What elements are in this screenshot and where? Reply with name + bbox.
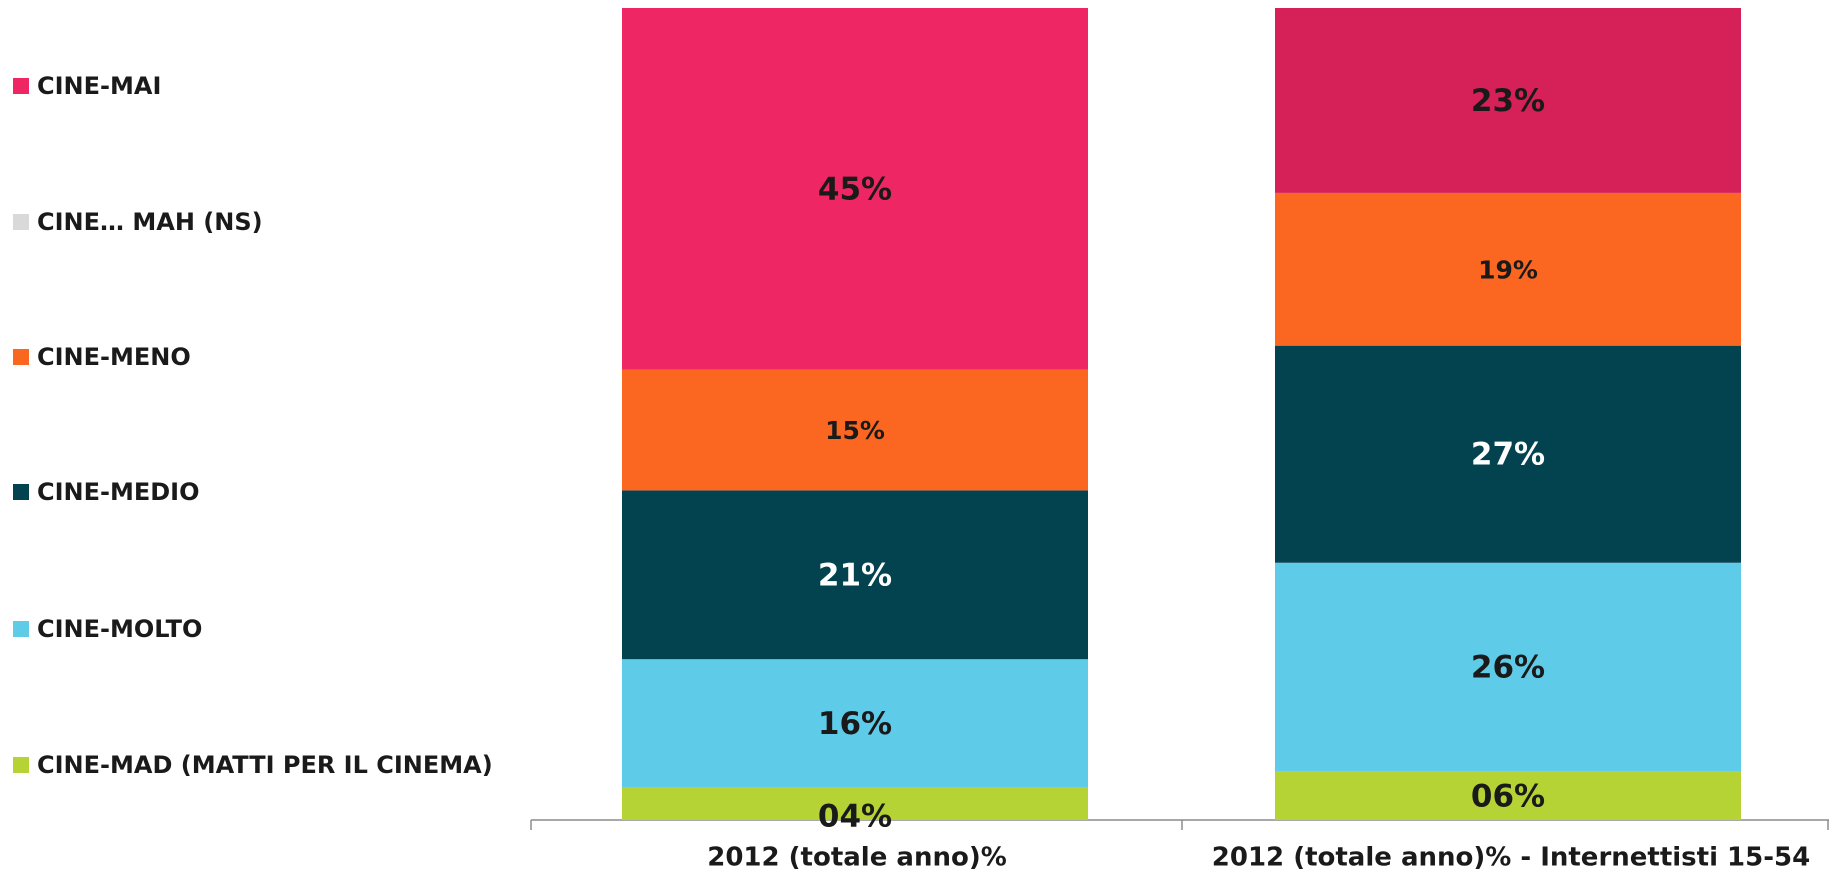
data-label: 23% bbox=[1471, 83, 1545, 119]
legend-swatch bbox=[13, 78, 29, 94]
bar-segment bbox=[622, 369, 1088, 491]
data-label: 19% bbox=[1478, 255, 1538, 284]
legend-label: CINE… MAH (NS) bbox=[37, 208, 263, 236]
legend-swatch bbox=[13, 484, 29, 500]
data-label: 06% bbox=[1471, 778, 1545, 814]
legend-swatch bbox=[13, 349, 29, 365]
legend-swatch bbox=[13, 214, 29, 230]
data-label: 45% bbox=[818, 171, 892, 207]
legend-label: CINE-MOLTO bbox=[37, 615, 202, 643]
data-label: 15% bbox=[825, 416, 885, 445]
legend-swatch bbox=[13, 621, 29, 637]
bar-segment bbox=[622, 787, 1088, 820]
legend-swatch bbox=[13, 757, 29, 773]
bar-segment bbox=[1275, 771, 1741, 820]
bar-segment bbox=[1275, 8, 1741, 193]
bar-segment bbox=[622, 490, 1088, 660]
legend-label: CINE-MAI bbox=[37, 72, 161, 100]
bar-segment bbox=[1275, 192, 1741, 346]
bar-segment bbox=[1275, 345, 1741, 563]
data-label: 16% bbox=[818, 706, 892, 742]
data-label: 26% bbox=[1471, 650, 1545, 686]
legend-label: CINE-MENO bbox=[37, 343, 191, 371]
data-label: 27% bbox=[1471, 437, 1545, 473]
legend-label: CINE-MAD (MATTI PER IL CINEMA) bbox=[37, 751, 493, 779]
bar-segment bbox=[1275, 562, 1741, 772]
legend-label: CINE-MEDIO bbox=[37, 478, 200, 506]
bar-segment bbox=[622, 8, 1088, 370]
data-label: 21% bbox=[818, 557, 892, 593]
data-label: 04% bbox=[818, 798, 892, 834]
bar-segment bbox=[622, 659, 1088, 788]
x-tick-label: 2012 (totale anno)% bbox=[707, 843, 1007, 873]
x-tick-label: 2012 (totale anno)% - Internettisti 15-5… bbox=[1212, 843, 1810, 873]
